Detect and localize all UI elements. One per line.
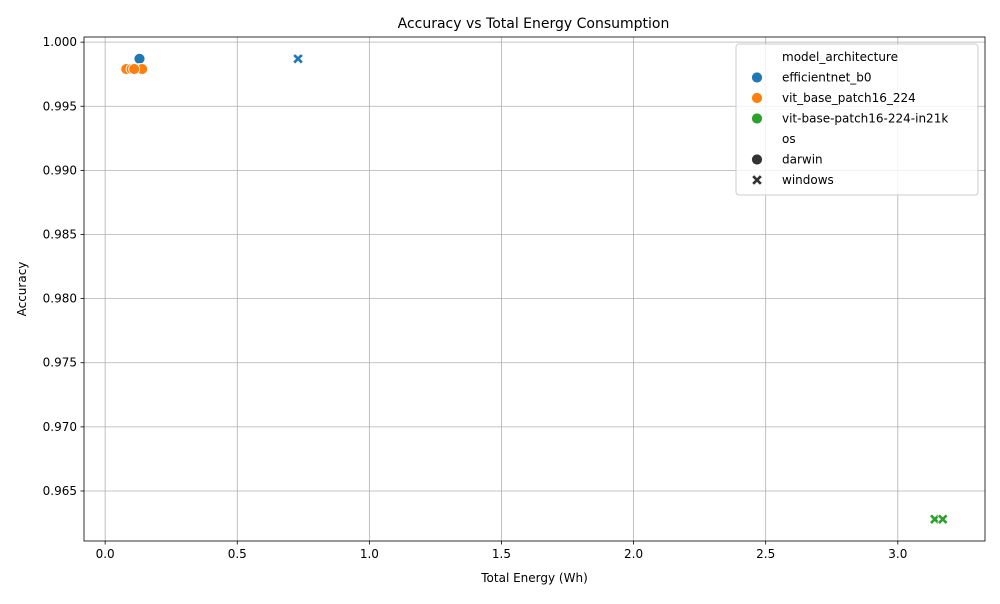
legend-label: vit_base_patch16_224 xyxy=(782,91,916,105)
legend-marker xyxy=(751,71,763,84)
data-point xyxy=(937,513,949,525)
legend: model_architecture efficientnet_b0 vit_bas… xyxy=(735,43,979,196)
legend-marker xyxy=(751,112,763,125)
y-axis-label: Accuracy xyxy=(15,262,29,317)
chart-title: Accuracy vs Total Energy Consumption xyxy=(398,16,670,32)
legend-style-title: os xyxy=(782,132,796,146)
legend-marker xyxy=(751,153,763,166)
y-tick-label: 0.985 xyxy=(43,227,77,241)
legend-label: efficientnet_b0 xyxy=(782,71,872,85)
x-tick-label: 3.0 xyxy=(888,547,907,561)
data-point xyxy=(128,63,141,75)
x-axis-label: Total Energy (Wh) xyxy=(480,571,588,585)
legend-hue-title: model_architecture xyxy=(782,50,898,64)
y-tick-label: 0.990 xyxy=(43,163,77,177)
y-tick-label: 0.995 xyxy=(43,99,77,113)
legend-marker xyxy=(751,174,763,186)
y-tick-label: 0.970 xyxy=(43,420,77,434)
legend-label: vit-base-patch16-224-in21k xyxy=(782,112,948,126)
plot-frame xyxy=(83,36,986,542)
y-tick-label: 0.975 xyxy=(43,356,77,370)
ticks-layer: 0.0 0.5 1.0 1.5 2.0 2.5 3.0 0.965 0.970 0.975 0.98… xyxy=(43,35,908,561)
data-point xyxy=(292,53,304,65)
y-tick-label: 0.965 xyxy=(43,484,77,498)
legend-label: windows xyxy=(782,173,834,187)
x-tick-label: 0.5 xyxy=(228,547,247,561)
y-tick-label: 0.980 xyxy=(43,292,77,306)
legend-frame xyxy=(735,43,979,196)
legend-label: darwin xyxy=(782,153,823,167)
data-point xyxy=(133,52,146,65)
x-tick-label: 2.0 xyxy=(624,547,643,561)
x-tick-label: 1.0 xyxy=(360,547,379,561)
x-tick-label: 2.5 xyxy=(756,547,775,561)
x-tick-label: 0.0 xyxy=(96,547,115,561)
legend-marker xyxy=(751,92,763,104)
marks-layer xyxy=(120,52,949,525)
data-point xyxy=(929,513,941,525)
y-tick-label: 1.000 xyxy=(43,35,77,49)
x-tick-label: 1.5 xyxy=(492,547,511,561)
